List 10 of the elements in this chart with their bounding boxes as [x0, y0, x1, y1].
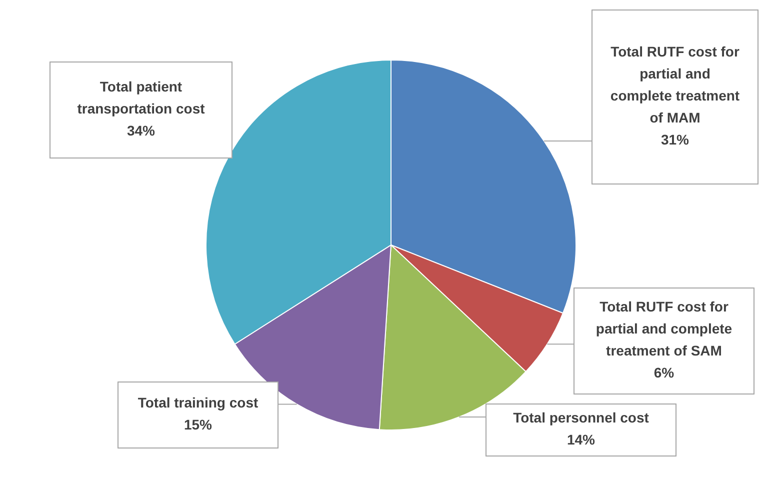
data-label: 31% — [660, 132, 690, 148]
data-label: 15% — [184, 416, 213, 433]
slice-label: Total patient transportation cost — [77, 78, 206, 117]
data-label: 34% — [126, 122, 156, 139]
data-label: 14% — [566, 432, 596, 448]
slice-label: Total training cost — [138, 394, 258, 411]
slice-label: Total RUTF cost for partial and complete treatment of MAM — [610, 44, 740, 126]
slice-label: Total RUTF cost for partial and complete treatment of SAM — [596, 298, 732, 359]
data-label: 6% — [654, 364, 675, 381]
slice-label: Total personnel cost — [513, 410, 650, 426]
